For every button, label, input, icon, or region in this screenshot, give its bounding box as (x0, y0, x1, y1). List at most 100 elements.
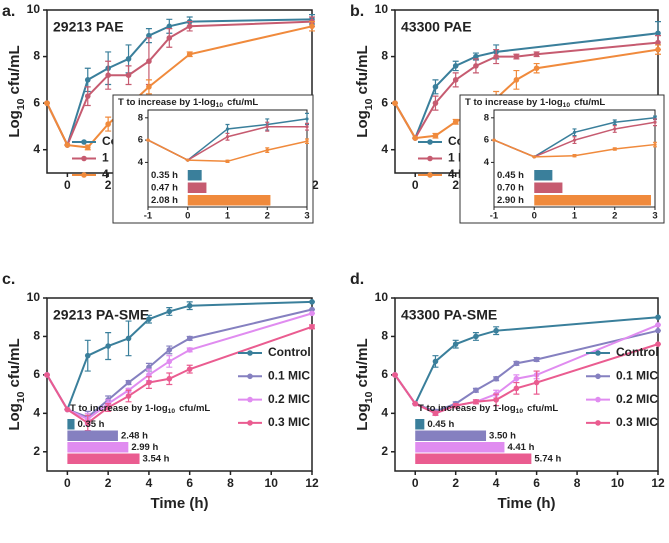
inset-title-part: cfu/mL (574, 97, 605, 108)
inset-bar (187, 170, 202, 181)
data-point (186, 51, 193, 58)
data-point (166, 23, 173, 30)
inset-y-tick-label: 8 (138, 112, 143, 123)
data-point (186, 23, 193, 30)
data-point (655, 314, 661, 321)
y-tick-label: 8 (381, 329, 388, 343)
data-point (655, 341, 661, 347)
inset-bar (534, 170, 553, 181)
legend-marker (81, 155, 87, 162)
time-bar (67, 442, 129, 453)
data-point (432, 132, 439, 139)
data-point (432, 100, 439, 106)
legend-marker (427, 172, 433, 178)
panel-label: a. (2, 3, 15, 20)
bar-inset-title-part: cfu/mL (179, 403, 210, 414)
y-axis-title-sub: 10 (15, 98, 27, 110)
y-axis-title-part: cfu/mL (354, 338, 371, 387)
data-point (613, 127, 617, 131)
y-axis-title-sub: 10 (363, 391, 375, 403)
inset-bar (187, 182, 207, 193)
plot-frame (46, 297, 313, 472)
inset-x-tick-label: -1 (490, 211, 499, 222)
panel-label: d. (350, 271, 364, 288)
y-tick-label: 8 (33, 329, 40, 343)
inset-x-tick-label: 1 (572, 211, 578, 222)
data-point (166, 358, 173, 365)
legend-marker (247, 350, 253, 356)
data-point (452, 77, 459, 83)
inset-y-tick-label: 6 (138, 135, 143, 146)
legend-label: 0.1 MIC (616, 368, 658, 382)
y-tick-label: 4 (381, 142, 388, 156)
data-point (166, 347, 173, 353)
data-point (492, 138, 496, 142)
data-point (452, 118, 459, 125)
data-point (493, 397, 499, 403)
time-bar (415, 442, 505, 453)
bar-value-label: 5.74 h (534, 454, 561, 465)
data-point (225, 135, 230, 139)
data-point (613, 147, 617, 151)
data-point (473, 333, 479, 340)
data-point (513, 360, 520, 367)
inset-y-tick-label: 4 (138, 157, 144, 168)
inset-title-sub: 10 (563, 102, 571, 109)
data-point (305, 125, 309, 129)
x-tick-label: 12 (651, 476, 665, 490)
plot-frame (394, 297, 659, 472)
inset-x-tick-label: 3 (304, 211, 309, 222)
y-axis-title-sub: 10 (363, 98, 375, 110)
data-point (432, 410, 439, 417)
y-tick-label: 6 (381, 95, 388, 109)
x-tick-label: 0 (412, 476, 419, 490)
x-tick-label: 6 (533, 476, 540, 490)
legend-marker (595, 350, 601, 356)
data-point (84, 420, 91, 426)
legend-label: 0.2 MIC (268, 392, 310, 406)
data-point (146, 32, 152, 39)
data-point (392, 100, 398, 106)
inset-title-part: T to increase by 1-log (118, 97, 216, 108)
data-point (452, 402, 459, 409)
y-axis-title-part: cfu/mL (6, 45, 23, 94)
data-point (186, 347, 193, 353)
y-tick-label: 6 (33, 95, 40, 109)
data-point (265, 148, 269, 152)
data-point (146, 58, 152, 65)
inset-bar (534, 182, 563, 193)
x-tick-label: 12 (305, 476, 319, 490)
y-tick-label: 6 (33, 367, 40, 381)
bar-inset-title-sub: 10 (516, 408, 524, 415)
data-point (452, 341, 459, 347)
data-point (125, 335, 132, 342)
y-tick-label: 10 (27, 2, 41, 16)
data-point (533, 65, 540, 72)
data-point (186, 302, 193, 309)
panel-title: 43300 PAE (401, 19, 472, 35)
y-axis-title-part: cfu/mL (6, 338, 23, 387)
data-point (309, 23, 315, 30)
data-point (473, 387, 479, 394)
data-point (533, 51, 540, 58)
panel-title: 43300 PA-SME (401, 307, 497, 323)
data-point (225, 159, 230, 163)
bar-value-label: 2.48 h (121, 431, 148, 442)
inset-title-part: T to increase by 1-log (465, 97, 563, 108)
data-point (309, 324, 315, 330)
y-tick-label: 4 (33, 142, 40, 156)
data-point (125, 56, 132, 62)
y-axis-title-sub: 10 (15, 391, 27, 403)
inset-x-tick-label: 0 (532, 211, 537, 222)
data-point (84, 144, 91, 151)
data-point (84, 93, 91, 99)
bar-inset-title-sub: 10 (168, 408, 176, 415)
data-point (146, 138, 150, 142)
panel-title: 29213 PAE (53, 19, 124, 35)
legend-marker (247, 373, 253, 380)
data-point (166, 308, 173, 315)
inset-bar (187, 195, 271, 206)
data-point (513, 375, 520, 382)
y-tick-label: 8 (33, 49, 40, 63)
